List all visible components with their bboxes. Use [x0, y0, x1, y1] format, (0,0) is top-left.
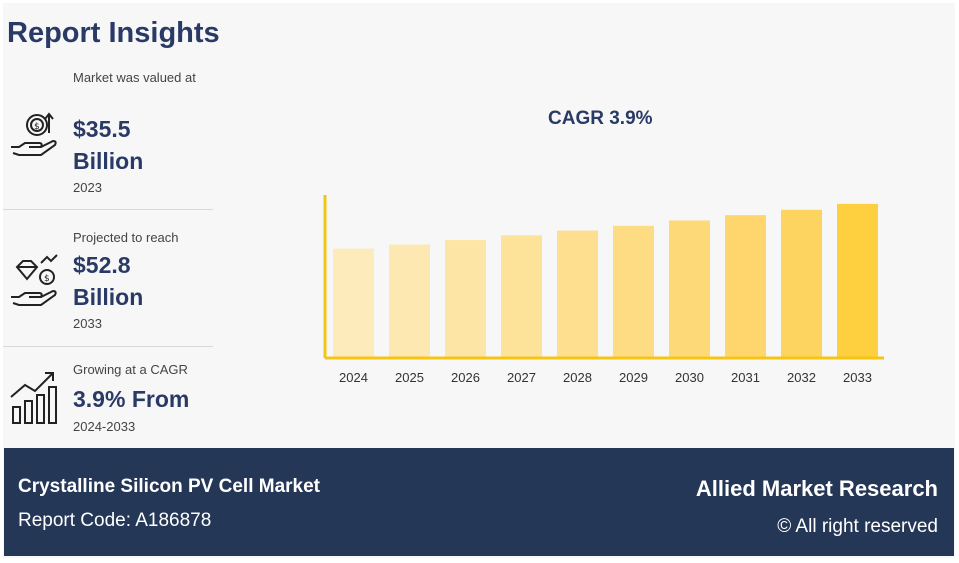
- svg-text:$: $: [44, 274, 50, 284]
- divider: [3, 209, 213, 210]
- x-tick-label: 2029: [619, 370, 648, 385]
- divider: [3, 346, 213, 347]
- bar-2033: [837, 203, 878, 358]
- x-tick-label: 2024: [339, 370, 368, 385]
- x-tick-label: 2027: [507, 370, 536, 385]
- stat-value-unit: Billion: [73, 148, 144, 174]
- bar-2025: [389, 244, 430, 358]
- bar-2030: [669, 220, 710, 358]
- x-tick-label: 2032: [787, 370, 816, 385]
- svg-text:$: $: [34, 122, 40, 132]
- money-hand-icon: $: [11, 112, 57, 156]
- bar-2032: [781, 209, 822, 358]
- footer-market-name: Crystalline Silicon PV Cell Market: [18, 476, 320, 497]
- bar-2029: [613, 225, 654, 358]
- x-tick-label: 2026: [451, 370, 480, 385]
- stat-label: Growing at a CAGR: [73, 362, 188, 377]
- stat-year: 2024-2033: [73, 419, 136, 434]
- bar-2031: [725, 215, 766, 358]
- stat-cagr: Growing at a CAGR 3.9% From 2024-2033: [3, 349, 213, 449]
- bar-2028: [557, 230, 598, 358]
- bar-2026: [445, 240, 486, 358]
- stat-label: Projected to reach: [73, 230, 179, 245]
- chart-title: CAGR 3.9%: [548, 108, 653, 129]
- x-tick-label: 2031: [731, 370, 760, 385]
- stat-year: 2033: [73, 316, 102, 331]
- footer: Crystalline Silicon PV Cell Market Repor…: [4, 448, 954, 556]
- stat-value: $52.8: [73, 252, 131, 278]
- x-tick-label: 2028: [563, 370, 592, 385]
- page-title: Report Insights: [7, 17, 220, 49]
- growth-chart-icon: [10, 372, 57, 424]
- x-tick-label: 2025: [395, 370, 424, 385]
- stat-year: 2023: [73, 180, 102, 195]
- stat-value: 3.9% From: [73, 386, 190, 412]
- footer-report-code: Report Code: A186878: [18, 510, 212, 531]
- stat-projected-value: $ Projected to reach $52.8 Billion 2033: [3, 213, 213, 346]
- stat-value-unit: Billion: [73, 284, 144, 310]
- x-tick-label: 2030: [675, 370, 704, 385]
- bar-2027: [501, 235, 542, 358]
- diamond-coin-hand-icon: $: [11, 254, 58, 306]
- stat-market-value: $ Market was valued at $35.5 Billion 202…: [3, 63, 213, 211]
- bar-2024: [333, 248, 374, 358]
- bar-chart: 2024 2025 2026 2027 2028 2029 2030 2031 2032 2033: [323, 195, 884, 385]
- x-tick-label: 2033: [843, 370, 872, 385]
- stat-label: Market was valued at: [73, 70, 196, 85]
- stat-value: $35.5: [73, 116, 131, 142]
- footer-rights: © All right reserved: [777, 516, 938, 537]
- footer-brand: Allied Market Research: [695, 476, 938, 501]
